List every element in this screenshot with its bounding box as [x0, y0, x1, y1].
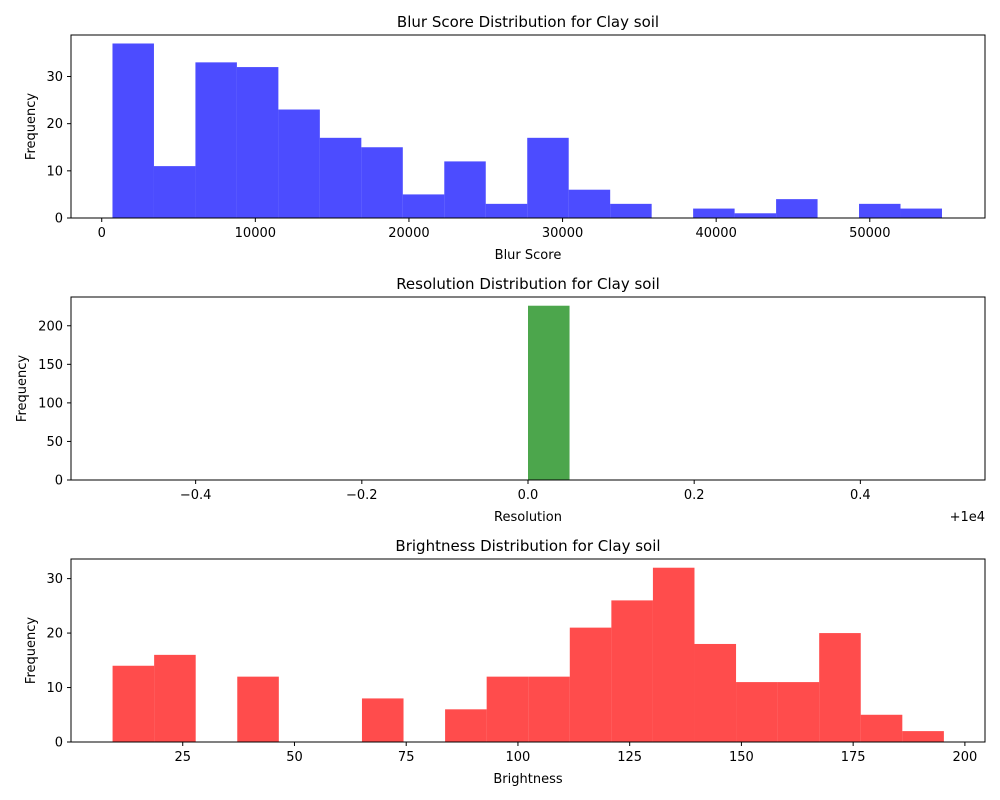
- brightness-bar: [902, 731, 944, 742]
- blur-x-tick-label: 30000: [542, 226, 583, 241]
- blur-bar: [900, 208, 942, 218]
- brightness-y-tick-label: 10: [46, 681, 63, 696]
- brightness-y-tick-label: 0: [55, 736, 63, 751]
- brightness-x-tick-label: 50: [286, 750, 303, 765]
- brightness-x-tick-label: 25: [174, 750, 191, 765]
- brightness-bar: [819, 633, 861, 742]
- blur-bar: [693, 208, 735, 218]
- brightness-axes-frame: [70, 558, 986, 743]
- blur-histogram-panel: 0 10000 20000 30000 40000 50000 0 10 20 30 Blur Sc…: [24, 13, 986, 263]
- resolution-bar: [528, 305, 570, 480]
- blur-y-tick-label: 0: [55, 212, 63, 227]
- blur-bar: [444, 161, 486, 218]
- resolution-histogram-panel: −0.4 −0.2 0.0 0.2 0.4 0 50 100 150 200 Resolution …: [15, 275, 986, 525]
- brightness-y-tick-label: 30: [46, 572, 63, 587]
- brightness-bar: [112, 665, 155, 742]
- resolution-y-tick-label: 50: [46, 435, 63, 450]
- blur-x-tick-label: 0: [98, 226, 106, 241]
- blur-y-axis-label: Frequency: [24, 93, 39, 160]
- blur-bar: [112, 43, 154, 219]
- brightness-bar: [652, 567, 695, 742]
- resolution-x-offset-text: +1e4: [950, 510, 985, 525]
- blur-bar: [610, 203, 652, 218]
- brightness-x-axis-label: Brightness: [493, 772, 562, 787]
- blur-y-tick-label: 10: [46, 164, 63, 179]
- resolution-x-tick-label: 0.0: [518, 488, 539, 503]
- brightness-bar: [694, 643, 737, 742]
- resolution-y-tick-label: 150: [38, 358, 63, 373]
- brightness-bar: [777, 682, 820, 742]
- blur-bar: [319, 137, 362, 218]
- blur-bar: [568, 189, 611, 218]
- blur-bar: [734, 213, 777, 218]
- brightness-bar: [237, 676, 279, 742]
- blur-bar: [527, 137, 569, 218]
- blur-bar: [195, 62, 237, 219]
- brightness-x-tick-label: 200: [952, 750, 977, 765]
- blur-x-tick-label: 20000: [388, 226, 429, 241]
- brightness-bar: [361, 698, 404, 742]
- blur-bar: [153, 166, 196, 218]
- brightness-chart-title: Brightness Distribution for Clay soil: [395, 537, 660, 555]
- blur-x-tick-label: 10000: [235, 226, 276, 241]
- brightness-bar: [611, 600, 653, 742]
- brightness-x-tick-label: 75: [398, 750, 415, 765]
- brightness-bar: [445, 709, 487, 742]
- blur-y-tick-label: 30: [46, 70, 63, 85]
- brightness-bar: [528, 676, 570, 742]
- resolution-y-tick-label: 0: [55, 474, 63, 489]
- resolution-chart-title: Resolution Distribution for Clay soil: [396, 275, 660, 293]
- blur-bar: [278, 109, 320, 218]
- blur-x-tick-label: 40000: [695, 226, 736, 241]
- resolution-x-tick-label: 0.4: [850, 488, 871, 503]
- brightness-x-tick-label: 150: [729, 750, 754, 765]
- brightness-bar: [154, 654, 196, 742]
- brightness-y-axis-label: Frequency: [24, 617, 39, 684]
- brightness-bar: [736, 682, 778, 742]
- resolution-x-tick-label: −0.2: [346, 488, 378, 503]
- brightness-bar: [569, 627, 612, 742]
- brightness-x-tick-label: 100: [506, 750, 531, 765]
- brightness-x-tick-label: 175: [841, 750, 866, 765]
- brightness-x-tick-label: 125: [617, 750, 642, 765]
- brightness-bar: [860, 714, 903, 742]
- blur-bar: [361, 147, 403, 218]
- blur-bar: [859, 203, 901, 218]
- blur-x-axis-label: Blur Score: [495, 248, 562, 263]
- blur-x-tick-label: 50000: [849, 226, 890, 241]
- blur-bar: [485, 203, 528, 218]
- resolution-x-tick-label: −0.4: [180, 488, 212, 503]
- blur-y-tick-label: 20: [46, 117, 63, 132]
- brightness-histogram-panel: 25 50 75 100 125 150 175 200 0 10 20 30 Brightness D…: [24, 537, 986, 787]
- resolution-y-tick-label: 200: [38, 319, 63, 334]
- blur-bar: [776, 199, 818, 218]
- blur-axes-frame: [70, 34, 986, 219]
- blur-bar: [236, 67, 279, 218]
- resolution-y-axis-label: Frequency: [15, 355, 30, 422]
- resolution-x-tick-label: 0.2: [684, 488, 705, 503]
- brightness-y-tick-label: 20: [46, 627, 63, 642]
- brightness-bar: [486, 676, 529, 742]
- resolution-x-axis-label: Resolution: [494, 510, 562, 525]
- resolution-y-tick-label: 100: [38, 396, 63, 411]
- blur-chart-title: Blur Score Distribution for Clay soil: [397, 13, 659, 31]
- blur-bar: [402, 194, 445, 218]
